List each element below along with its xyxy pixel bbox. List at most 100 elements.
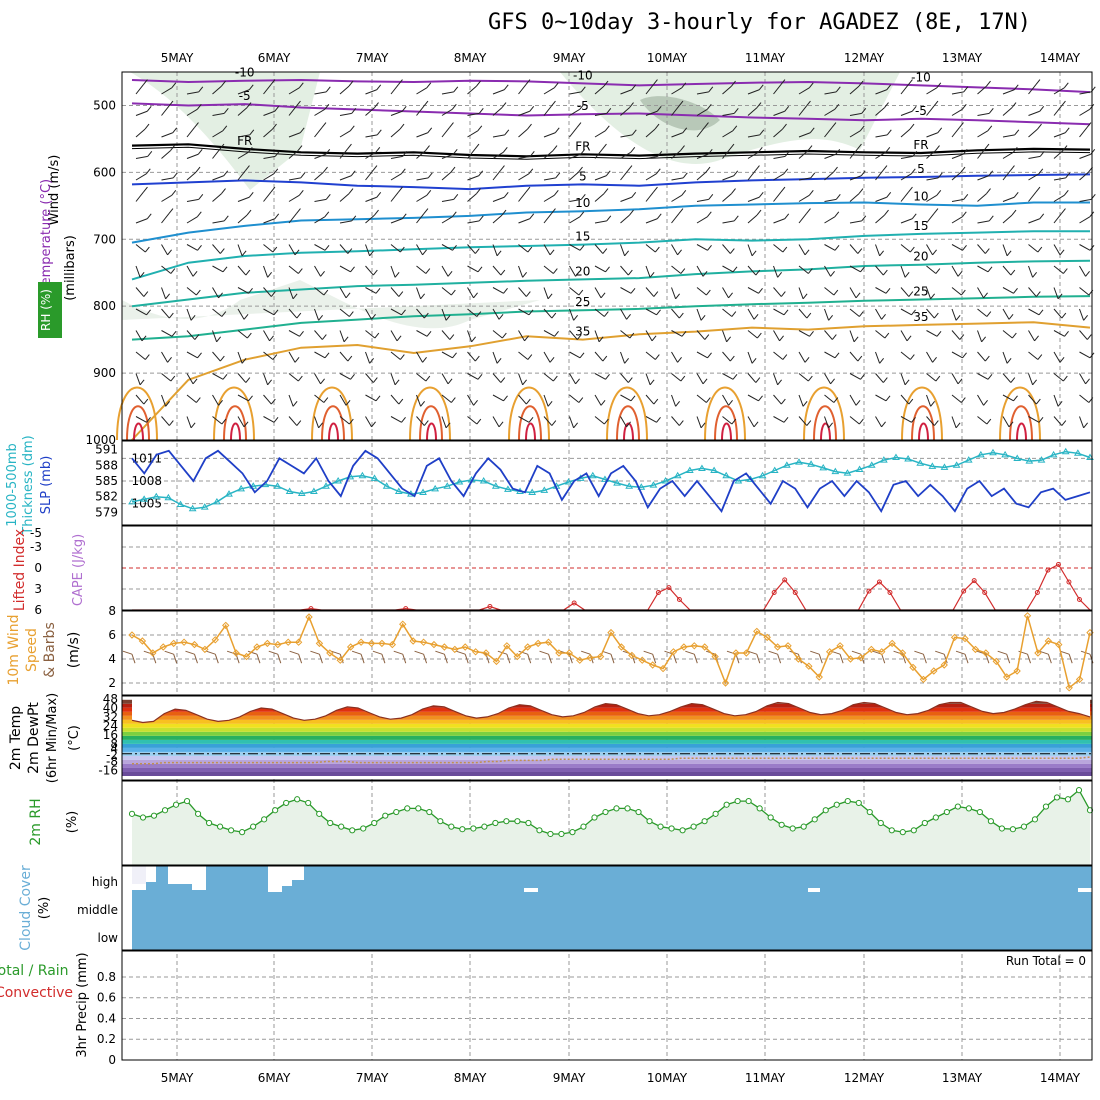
precip-panel-frame [121, 950, 1093, 1061]
contour-label: 15 [575, 230, 590, 244]
date-label-bottom: 8MAY [454, 1071, 487, 1085]
wind-barb [263, 373, 269, 385]
wind-barb [620, 351, 626, 364]
wind-barb [365, 151, 377, 159]
wind-speed-point [232, 649, 240, 657]
wind-barb [849, 85, 860, 95]
wind-barb [645, 373, 651, 385]
wind-barb [594, 416, 605, 425]
wind-barb [645, 287, 655, 297]
wind-barb-flag [806, 208, 811, 214]
wind-barb-flag [348, 80, 354, 87]
wind-barb [645, 416, 657, 423]
surface-wind-barb-flag [298, 654, 303, 664]
rh-point [998, 825, 1006, 832]
wind-barb-flag [627, 165, 633, 171]
wind-barb-flag [629, 102, 634, 108]
rh-point [172, 801, 180, 808]
wind-barb-flag [1013, 287, 1018, 294]
wind-barb-flag [987, 266, 993, 273]
wind-barb [467, 373, 479, 380]
wind-barb-flag [755, 269, 761, 276]
temp-color-band [122, 731, 1092, 736]
contour-25 [131, 295, 1091, 341]
wind-barb-flag [503, 84, 509, 91]
wind-barb [671, 416, 680, 426]
upper-panel-frame [121, 71, 1093, 441]
contour-label: FR [913, 138, 928, 152]
wind-barb-flag [1008, 421, 1014, 428]
wind-speed-point [638, 656, 646, 664]
wind-speed-point [409, 637, 417, 645]
wind-barb-flag [576, 122, 582, 128]
wind-barb [951, 216, 963, 224]
wind-barb-flag [371, 421, 376, 428]
wind-barb [237, 196, 250, 202]
wind-barb-flag [580, 86, 586, 93]
wind-barb [543, 373, 554, 382]
wind-barb [849, 308, 860, 317]
wind-barb [339, 394, 347, 406]
wind-barb [314, 244, 326, 251]
wind-barb-flag [272, 246, 278, 253]
thickness-point [795, 458, 803, 465]
axis-label-wind: Wind (m/s) [47, 155, 62, 226]
wind-barb [951, 351, 963, 359]
wind-speed-point [763, 633, 771, 642]
wind-barb-flag [394, 379, 400, 386]
wind-barb [747, 308, 755, 320]
wind-barb-flag [1062, 375, 1068, 382]
wind-barb-flag [782, 123, 787, 130]
rh-point [261, 816, 268, 823]
wind-barb [1028, 155, 1041, 159]
wind-barb-flag [325, 86, 331, 93]
wind-barb-flag [630, 287, 636, 294]
wind-barb-flag [579, 211, 585, 218]
wind-barb [212, 308, 223, 317]
wind-barb [849, 220, 862, 224]
wind-barb [594, 265, 606, 273]
warm-contour-loop [230, 422, 241, 441]
wind-barb [849, 112, 862, 116]
rh-point [602, 808, 609, 816]
wind-barb [212, 287, 220, 299]
wind-speed-point [242, 652, 251, 661]
wind-barb-flag [1083, 422, 1089, 429]
rh-point [635, 808, 642, 816]
wind-barb [288, 265, 299, 274]
wind-barb [798, 330, 810, 337]
wind-barb-flag [833, 289, 839, 296]
wind-barb-flag [732, 266, 738, 273]
wind-barb-flag [527, 123, 532, 130]
rh-point [778, 821, 785, 828]
wind-barb-flag [935, 145, 940, 151]
wind-barb-flag [908, 186, 913, 193]
wind-barb [237, 214, 248, 224]
wind-barb-flag [321, 122, 327, 128]
surface-wind-barb-flag [1006, 654, 1011, 664]
wind-barb [594, 308, 605, 317]
wind-barb-flag [274, 213, 280, 220]
wind-barb [492, 107, 503, 116]
wind-speed-point [586, 654, 594, 662]
wind-barb-flag [782, 246, 788, 253]
warm-contour-loop [606, 386, 648, 441]
wind-barb-flag [606, 215, 612, 222]
contour-label: 5 [579, 169, 587, 183]
wind-barb-flag [1013, 84, 1019, 91]
wind-barb [1079, 244, 1091, 251]
wind-barb-flag [348, 418, 354, 425]
wind-barb-flag [807, 268, 813, 274]
wind-barb-flag [575, 271, 580, 277]
wind-barb [314, 127, 323, 138]
wind-barb [569, 198, 582, 202]
thickness-point [419, 488, 427, 496]
wind-barb [492, 308, 500, 320]
wind-barb [696, 108, 708, 116]
wind-barb [722, 394, 730, 406]
date-label-top: 7MAY [356, 51, 389, 65]
wind-barb [390, 416, 402, 423]
wind-speed-point [971, 645, 980, 654]
wind-barb-flag [828, 422, 834, 429]
wind-barb [467, 220, 480, 224]
